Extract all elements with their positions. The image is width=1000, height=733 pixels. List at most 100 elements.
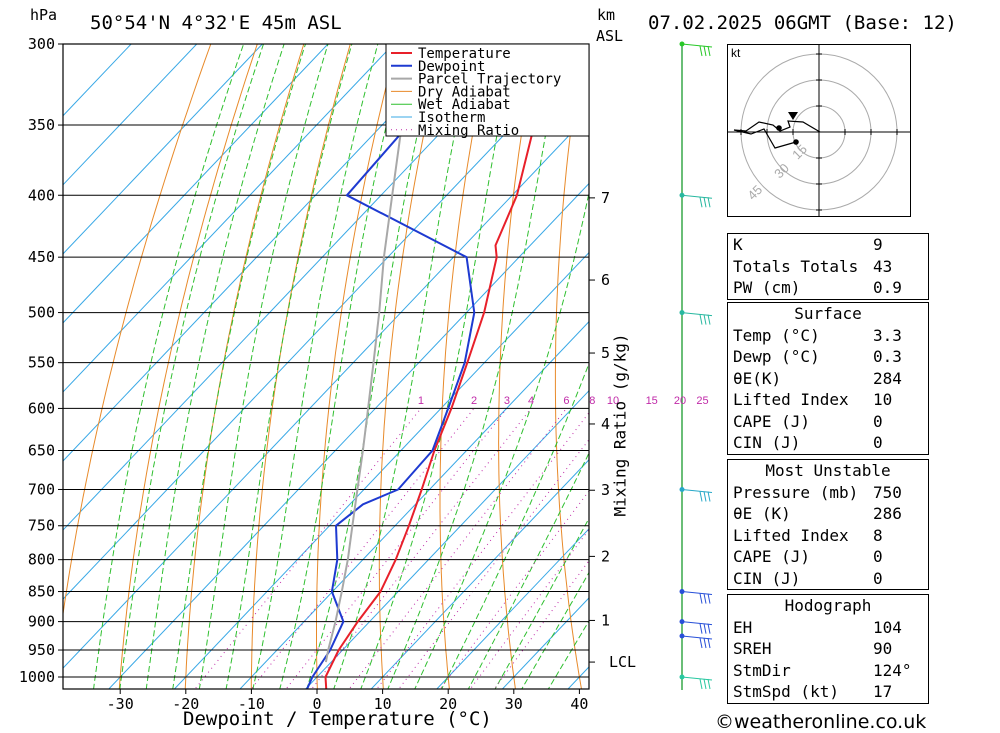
mixing-ratio-axis-title: Mixing Ratio (g/kg) bbox=[610, 333, 630, 517]
km-tick-label: 2 bbox=[601, 547, 610, 565]
isotherm-line bbox=[63, 113, 589, 669]
pressure-tick-label: 450 bbox=[28, 248, 55, 266]
mixing-ratio-label: 10 bbox=[607, 395, 619, 407]
wind-barb-feather bbox=[707, 678, 711, 690]
dry-adiabat-line bbox=[955, 44, 1000, 708]
mixing-ratio-label: 4 bbox=[528, 395, 534, 407]
pressure-tick-label: 650 bbox=[28, 442, 55, 460]
mixing-ratio-line bbox=[348, 408, 567, 689]
wind-barb-feather bbox=[699, 45, 703, 57]
km-tick-label: 4 bbox=[601, 415, 610, 433]
mixing-ratio-label: 6 bbox=[563, 395, 569, 407]
wind-barb-feather bbox=[699, 637, 703, 649]
wind-barb-feather bbox=[699, 314, 703, 325]
legend-entry: Temperature bbox=[418, 46, 511, 62]
wind-barb-feather bbox=[699, 623, 703, 634]
wet-adiabat-line bbox=[225, 44, 353, 689]
hodo-row-stmdir: StmDir 124° bbox=[733, 660, 912, 680]
isotherm-line bbox=[304, 389, 589, 689]
wet-adiabat-line bbox=[198, 44, 329, 689]
mu-row-cin: CIN (J) 0 bbox=[733, 568, 883, 588]
wind-barb-shaft bbox=[681, 635, 713, 640]
surface-title: Surface bbox=[794, 304, 862, 323]
km-tick-label: LCL bbox=[609, 653, 636, 671]
wind-barb-feather bbox=[707, 45, 711, 57]
wind-barb-shaft bbox=[681, 621, 713, 626]
wet-adiabat-line bbox=[145, 44, 285, 689]
dry-adiabat-line bbox=[378, 44, 444, 689]
dry-adiabat-line bbox=[250, 44, 351, 689]
mixing-ratio-label: 1 bbox=[418, 395, 424, 407]
pressure-tick-label: 600 bbox=[28, 399, 55, 417]
wet-adiabat-line bbox=[441, 362, 589, 689]
wind-barb-feather bbox=[703, 678, 707, 690]
indices-table-most-unstable: Most Unstable Pressure (mb) 750 θE (K) 286… bbox=[727, 459, 929, 590]
series-dewpoint bbox=[305, 44, 476, 689]
dry-adiabat-line bbox=[184, 44, 305, 689]
pressure-tick-label: 400 bbox=[28, 186, 55, 204]
pressure-tick-label: 550 bbox=[28, 354, 55, 372]
pressure-tick-label: 1000 bbox=[19, 668, 55, 686]
mixing-ratio-line bbox=[285, 408, 508, 689]
temp-tick-label: 30 bbox=[505, 695, 523, 713]
mixing-ratio-line bbox=[493, 559, 589, 689]
dry-adiabat-line bbox=[316, 44, 398, 689]
surface-row-dewp: Dewp (°C) 0.3 bbox=[733, 347, 902, 366]
isotherm-line bbox=[370, 459, 589, 689]
hodo-storm-motion-marker bbox=[788, 112, 798, 120]
index-row-totals: Totals Totals 43 bbox=[733, 256, 893, 276]
legend-entry: Mixing Ratio bbox=[418, 123, 519, 139]
dry-adiabat-line bbox=[498, 44, 537, 689]
hodo-point-mid bbox=[776, 125, 782, 131]
wind-barb-feather bbox=[703, 623, 707, 634]
wind-barb-feather bbox=[699, 197, 703, 208]
mixing-ratio-label: 20 bbox=[674, 395, 686, 407]
hodo-ring-label-15: 15 bbox=[789, 141, 810, 162]
temp-tick-label: 20 bbox=[439, 695, 457, 713]
wet-adiabat-line bbox=[360, 44, 516, 689]
hodo-unit: kt bbox=[731, 46, 741, 60]
dry-adiabat-line bbox=[664, 44, 719, 708]
pressure-tick-label: 300 bbox=[28, 35, 55, 53]
dry-adiabat-line bbox=[439, 44, 491, 689]
wind-barb-shaft bbox=[681, 194, 713, 199]
temp-tick-label: -20 bbox=[172, 695, 199, 713]
wet-adiabat-line bbox=[387, 44, 563, 689]
km-tick-label: 5 bbox=[601, 344, 610, 362]
hodo-point-surface bbox=[793, 139, 799, 145]
mu-title: Most Unstable bbox=[765, 461, 891, 480]
plot-frame bbox=[62, 43, 590, 690]
km-tick-label: 3 bbox=[601, 481, 610, 499]
dry-adiabat-line bbox=[63, 44, 212, 618]
wind-barb-shaft bbox=[681, 591, 713, 596]
wet-adiabat-line bbox=[119, 44, 265, 689]
location-title: 50°54'N 4°32'E 45m ASL bbox=[90, 12, 342, 34]
surface-row-li: Lifted Index 10 bbox=[733, 390, 893, 409]
surface-row-cape: CAPE (J) 0 bbox=[733, 411, 883, 431]
legend-box bbox=[385, 43, 590, 137]
wind-barb-feather bbox=[703, 45, 707, 57]
temp-tick-label: -30 bbox=[107, 695, 134, 713]
wind-barb-feather bbox=[707, 593, 711, 604]
surface-row-cin: CIN (J) 0 bbox=[733, 433, 883, 452]
credit-text: ©weatheronline.co.uk bbox=[715, 711, 927, 733]
isotherm-line bbox=[63, 44, 263, 255]
isotherm-line bbox=[108, 182, 589, 689]
mixing-ratio-label: 2 bbox=[471, 395, 477, 407]
hodo-row-eh: EH 104 bbox=[733, 617, 902, 637]
hodo-trace bbox=[733, 120, 821, 149]
dry-adiabat-line bbox=[118, 44, 258, 689]
wet-adiabat-line bbox=[494, 517, 589, 689]
isotherm-line bbox=[173, 251, 589, 689]
hodograph-panel: kt 15 30 45 bbox=[727, 44, 911, 217]
temp-tick-label: 10 bbox=[374, 695, 392, 713]
wind-barb-feather bbox=[707, 637, 711, 649]
mixing-ratio-label: 3 bbox=[504, 395, 510, 407]
index-row-pw: PW (cm) 0.9 bbox=[733, 278, 902, 297]
wind-barb-shaft bbox=[681, 43, 713, 48]
wet-adiabat-line bbox=[93, 44, 245, 689]
hodo-ring-label-30: 30 bbox=[771, 160, 792, 181]
isotherm-line bbox=[436, 528, 589, 689]
wind-barb-shaft bbox=[681, 488, 713, 493]
wind-barb-feather bbox=[699, 491, 703, 502]
